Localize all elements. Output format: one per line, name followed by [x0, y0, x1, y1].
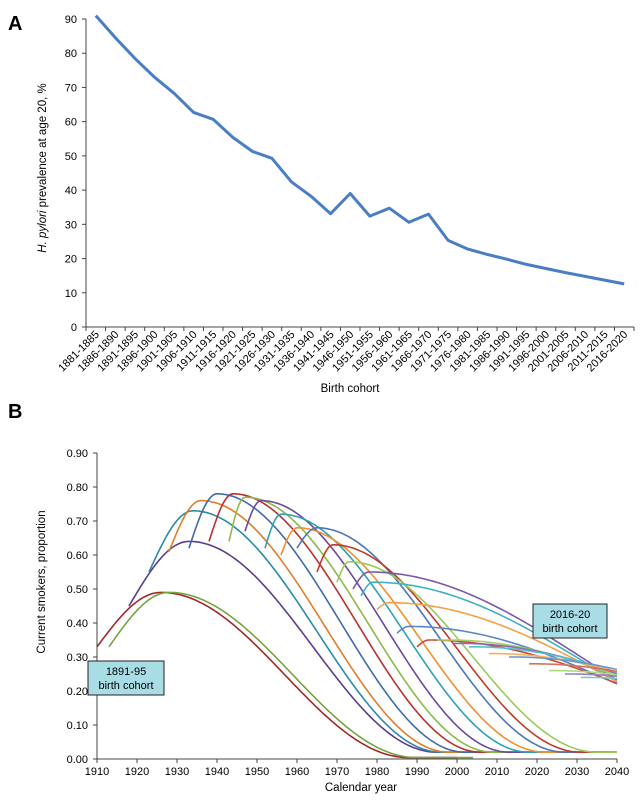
panel-a-y-tick-label: 10 [65, 288, 77, 300]
panel-b-cohort-line [549, 669, 618, 676]
panel-b-y-tick-label: 0.60 [67, 550, 88, 562]
panel-b-x-tick-label: 1970 [325, 766, 349, 778]
panel-b-cohort-line [96, 591, 457, 759]
panel-b-axes [96, 453, 617, 760]
panel-b-cohort-line [336, 560, 617, 754]
panel-b-x-tick-label: 1910 [85, 766, 109, 778]
panel-a-line [94, 14, 625, 286]
annotation-oldest-cohort: 1891-95 birth cohort [87, 660, 165, 696]
panel-b-letter: B [8, 401, 22, 423]
annotation-oldest-line1: 1891-95 [106, 666, 146, 678]
panel-b-y-tick-label: 0.30 [67, 652, 88, 664]
panel-b-cohort-line [360, 581, 618, 683]
annotation-newest-line2: birth cohort [542, 623, 597, 635]
panel-a-y-axis-label-italic: H. pylori [37, 210, 49, 253]
panel-b-x-ticks: 1910 1920 1930 1940 1950 1960 1970 1980 1990 2000… [85, 759, 629, 778]
panel-b-y-ticks: 0.00 0.10 0.20 0.30 0.40 0.50 0.60 0.70 0.80 0.90 [67, 448, 97, 766]
panel-b-cohort-line [581, 676, 618, 680]
panel-b-x-tick-label: 1950 [245, 766, 269, 778]
panel-b-x-tick-label: 1960 [285, 766, 309, 778]
panel-b-y-tick-label: 0.80 [67, 482, 88, 494]
annotation-newest-box [532, 603, 608, 639]
panel-b-cohort-line [509, 656, 618, 671]
panel-a-letter: A [8, 13, 22, 35]
panel-b-x-axis-label: Calendar year [325, 782, 397, 794]
annotation-oldest-line2: birth cohort [98, 680, 153, 692]
panel-b-cohort-line [529, 662, 618, 673]
panel-a-y-tick-label: 80 [65, 48, 77, 60]
annotation-oldest-box [87, 660, 165, 696]
panel-a-series [94, 14, 625, 286]
panel-b-y-tick-label: 0.20 [67, 686, 88, 698]
panel-a-y-tick-label: 70 [65, 82, 77, 94]
panel-a-y-ticks: 0 10 20 30 40 50 60 70 80 90 [65, 14, 86, 334]
panel-b-y-tick-label: 0.70 [67, 516, 88, 528]
panel-b-x-tick-label: 2040 [605, 766, 629, 778]
panel-b-x-tick-label: 2020 [525, 766, 549, 778]
panel-b-cohort-line [565, 673, 618, 678]
panel-a-x-axis-label: Birth cohort [321, 383, 381, 395]
panel-b-x-tick-label: 2010 [485, 766, 509, 778]
panel-a-y-tick-label: 90 [65, 14, 77, 26]
panel-b-cohort-line [396, 625, 618, 685]
panel-b-cohort-line [108, 591, 473, 759]
panel-b-y-tick-label: 0.90 [67, 448, 88, 460]
panel-a-y-tick-label: 20 [65, 254, 77, 266]
panel-a-y-tick-label: 60 [65, 117, 77, 129]
panel-b-x-tick-label: 1920 [125, 766, 149, 778]
panel-b-y-tick-label: 0.00 [67, 754, 88, 766]
panel-a: A 0 10 20 30 40 50 60 70 80 90 1881-18851886-1890… [8, 13, 635, 395]
panel-a-y-tick-label: 50 [65, 151, 77, 163]
panel-b-cohort-line [316, 543, 617, 754]
panel-b-x-tick-label: 1990 [405, 766, 429, 778]
panel-b-cohort-line [296, 526, 617, 754]
panel-b-y-tick-label: 0.40 [67, 618, 88, 630]
panel-a-y-axis-label: H. pylori prevalence at age 20, % [37, 83, 49, 252]
panel-b-y-tick-label: 0.10 [67, 720, 88, 732]
panel-b-x-tick-label: 1980 [365, 766, 389, 778]
panel-a-axes [85, 19, 634, 328]
panel-b-x-tick-label: 1940 [205, 766, 229, 778]
panel-a-y-tick-label: 0 [71, 322, 77, 334]
panel-a-y-tick-label: 40 [65, 185, 77, 197]
panel-a-y-axis-label-rest: prevalence at age 20, % [37, 83, 49, 210]
panel-b-cohort-line [168, 499, 529, 754]
panel-b-series [96, 492, 618, 759]
panel-b-x-tick-label: 2000 [445, 766, 469, 778]
panel-a-x-ticks: 1881-18851886-18901891-18951896-19001901… [56, 327, 635, 374]
annotation-newest-line1: 2016-20 [550, 609, 590, 621]
panel-a-y-tick-label: 30 [65, 219, 77, 231]
panel-b-y-axis-label: Current smokers, proportion [36, 510, 48, 653]
panel-b-cohort-line [352, 571, 618, 681]
annotation-newest-cohort: 2016-20 birth cohort [532, 603, 608, 639]
panel-b-cohort-line [128, 540, 493, 754]
panel-b: B 0.000.100.200.300.400.500.600.700.800.… [8, 401, 629, 794]
panel-b-x-tick-label: 1930 [165, 766, 189, 778]
panel-b-x-tick-label: 2030 [565, 766, 589, 778]
panel-b-y-tick-label: 0.50 [67, 584, 88, 596]
